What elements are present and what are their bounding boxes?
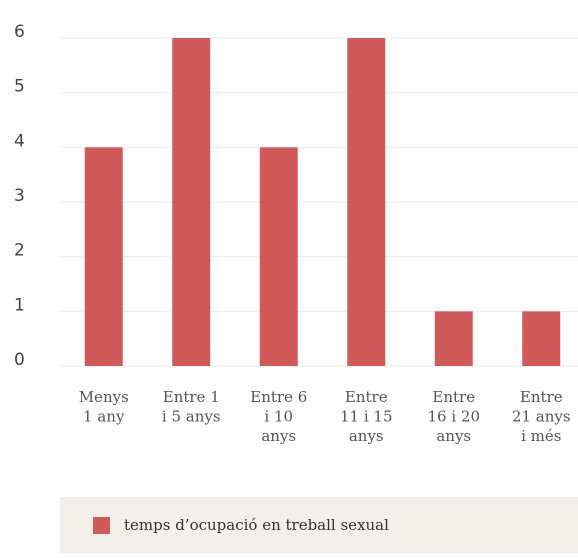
y-tick-label: 1 (14, 295, 25, 315)
x-tick-label: Entre 16 i 20 anys (427, 388, 480, 445)
legend-swatch (93, 517, 110, 534)
x-tick-label: Entre 1 i 5 anys (162, 388, 221, 426)
y-tick-label: 4 (14, 131, 25, 151)
x-tick-line: 1 any (83, 408, 125, 426)
x-tick-label: Entre 21 anys i més (512, 388, 571, 445)
bar (84, 147, 123, 366)
x-tick-line: i 10 (264, 408, 293, 426)
x-tick-line: Entre 1 (163, 388, 220, 406)
x-tick-line: anys (349, 427, 384, 445)
x-tick-label: Entre 11 i 15 anys (340, 388, 393, 445)
bar (522, 311, 561, 366)
bar (172, 38, 211, 366)
x-tick-line: 11 i 15 (340, 408, 393, 426)
x-tick-line: Menys (79, 388, 129, 406)
y-tick-label: 0 (14, 350, 25, 370)
bar (434, 311, 473, 366)
x-tick-line: 16 i 20 (427, 408, 480, 426)
x-tick-line: i 5 anys (162, 408, 221, 426)
x-tick-line: 21 anys (512, 408, 571, 426)
y-tick-label: 2 (14, 241, 25, 261)
x-tick-line: Entre (345, 388, 388, 406)
legend-label: temps d’ocupació en treball sexual (124, 516, 389, 534)
x-tick-line: anys (436, 427, 471, 445)
x-tick-label: Menys 1 any (79, 388, 129, 426)
x-tick-line: Entre (520, 388, 563, 406)
legend-box (60, 497, 578, 553)
y-tick-label: 6 (14, 22, 25, 42)
bar (259, 147, 298, 366)
x-tick-line: Entre 6 (250, 388, 307, 406)
x-tick-label: Entre 6 i 10 anys (250, 388, 307, 445)
bar (347, 38, 386, 366)
x-tick-line: Entre (432, 388, 475, 406)
x-tick-line: i més (521, 427, 561, 445)
y-tick-label: 3 (14, 186, 25, 206)
x-tick-line: anys (261, 427, 296, 445)
y-tick-label: 5 (14, 77, 25, 97)
